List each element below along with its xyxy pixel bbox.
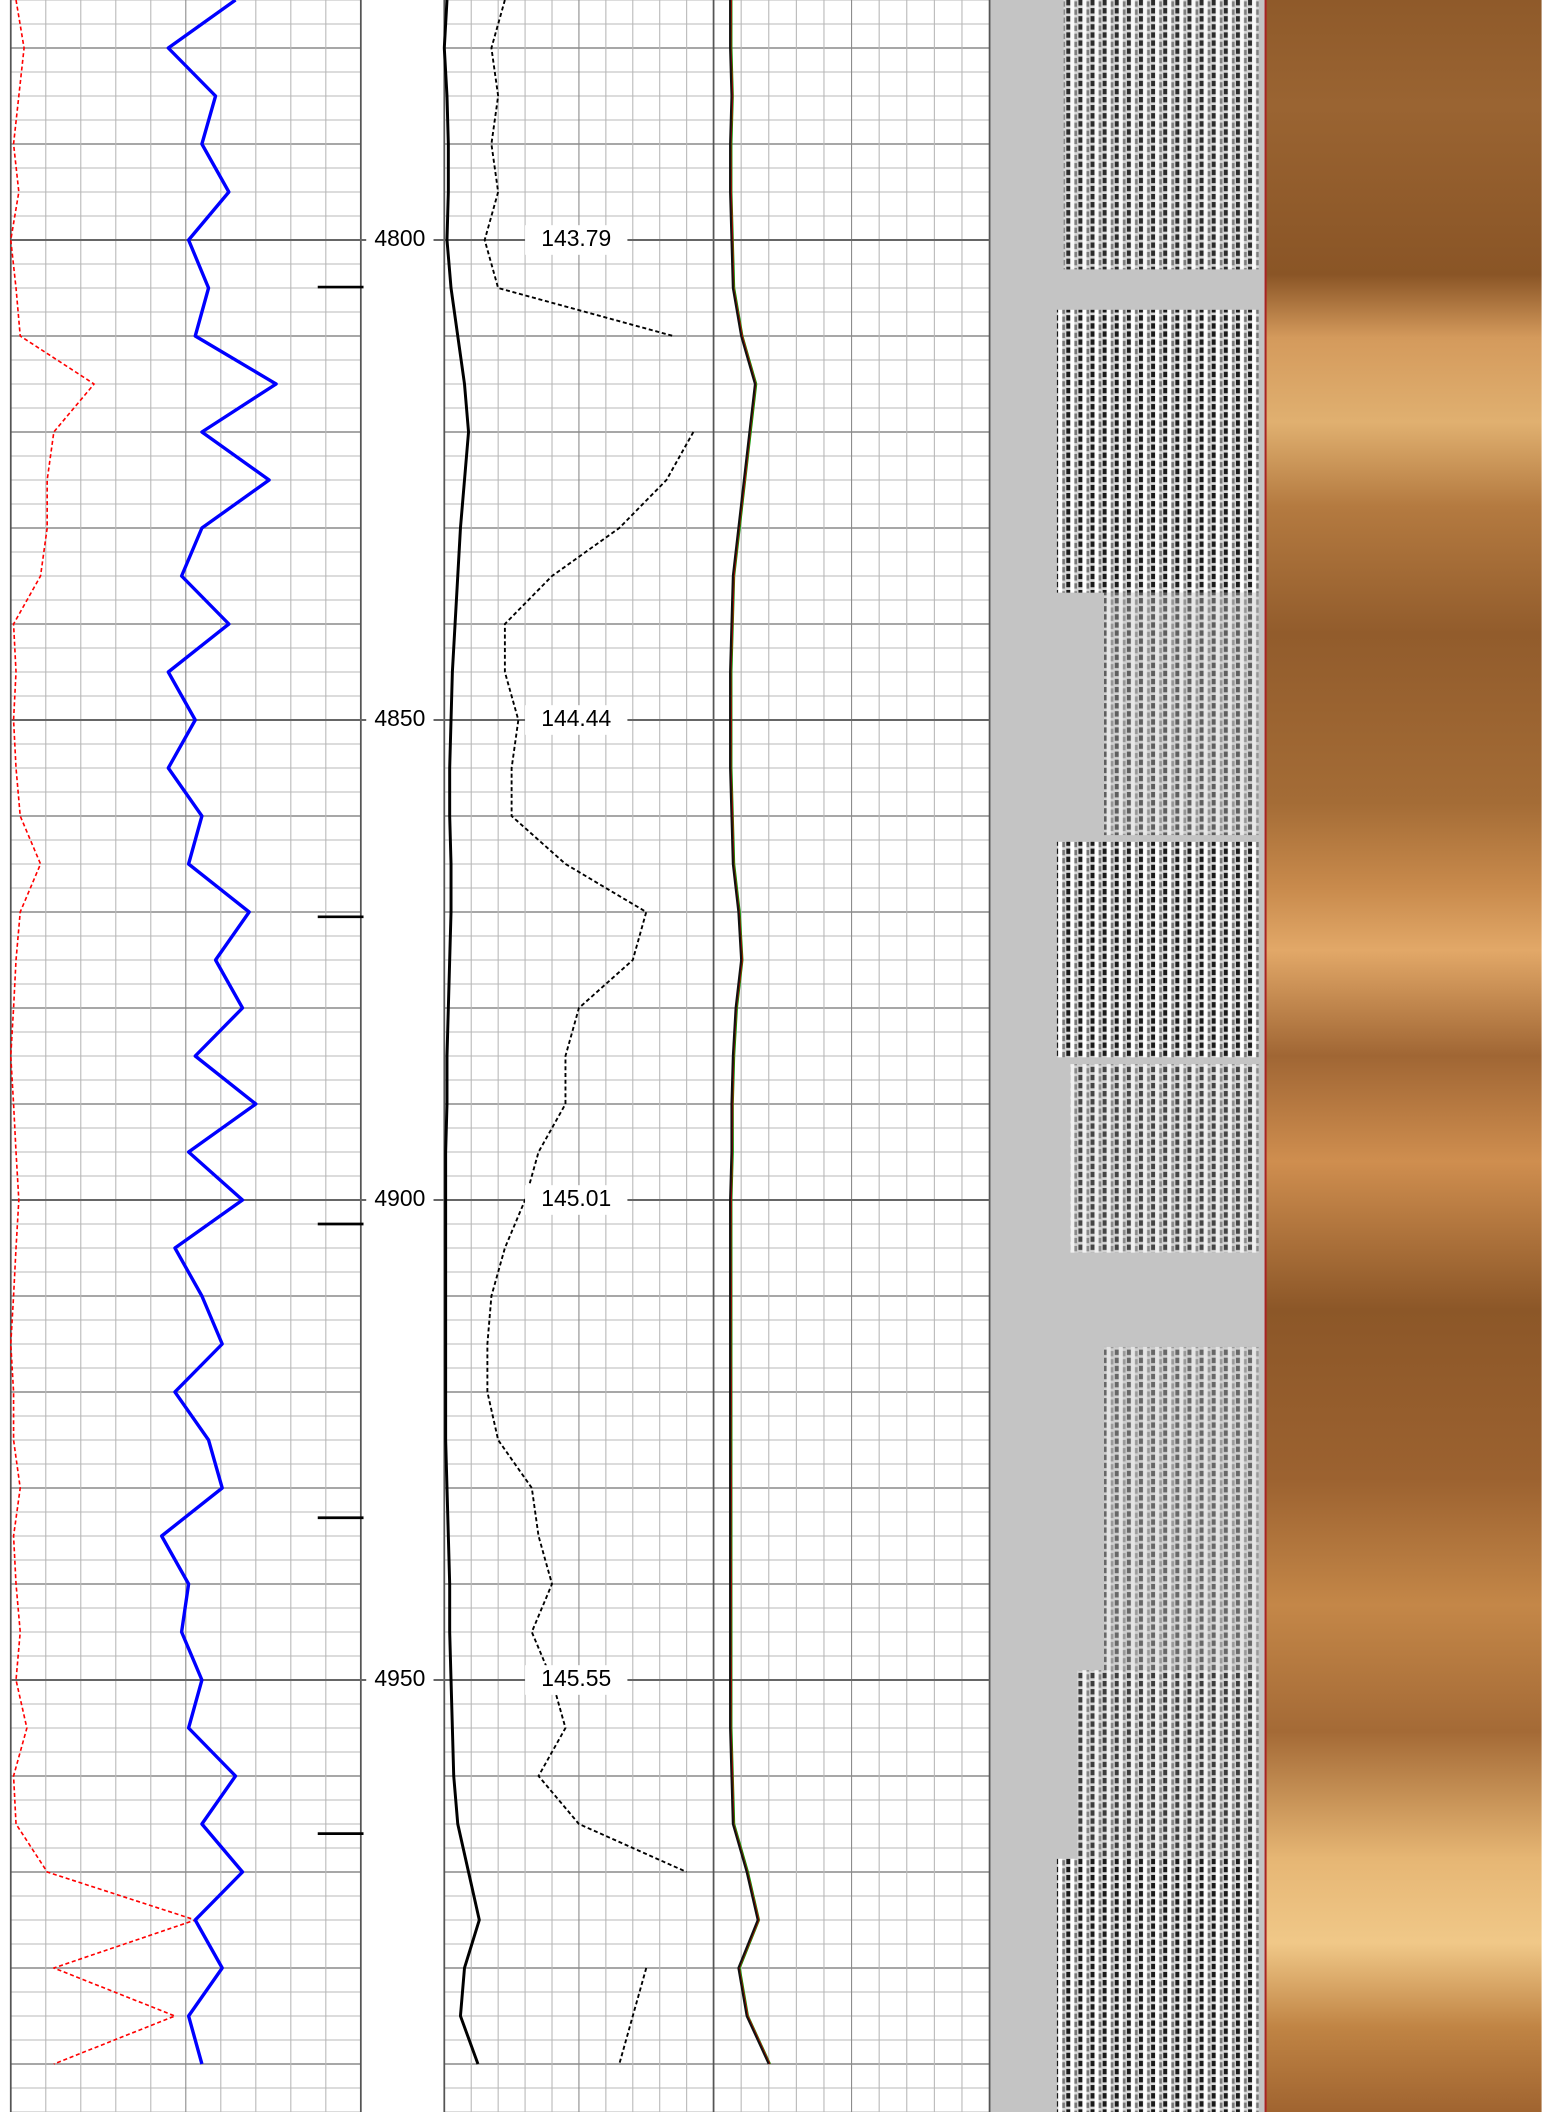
temperature-label-bg [525,1185,628,1215]
temperature-label: 144.44 [541,705,611,731]
waveform-band [1104,592,1259,836]
temperature-label: 143.79 [541,225,611,251]
waveform-band [1070,1064,1259,1253]
curves [9,0,771,2065]
depth-label: 4950 [374,1665,425,1691]
temperature-label-bg [525,1665,628,1695]
waveform-band [1056,841,1259,1058]
temperature-label-bg [525,705,628,735]
depth-label: 4850 [374,705,425,731]
waveform-band [1056,1858,1259,2112]
temperature-label: 145.01 [541,1185,611,1211]
depth-label: 4900 [374,1185,425,1211]
track-backgrounds [989,0,1542,2112]
depth-label-bg [366,225,434,255]
core-image-track [1265,0,1542,2112]
log-curve [729,0,770,2065]
grid [9,0,991,2112]
waveform-band [1104,1346,1259,1671]
waveform-band [1063,0,1259,270]
depth-label-bg [366,705,434,735]
depth-label-bg [366,1185,434,1215]
temperature-label: 145.55 [541,1665,611,1691]
depth-label-bg [366,1665,434,1695]
log-curve [483,0,695,2065]
log-curve [159,0,278,2065]
temperature-label-bg [525,225,628,255]
log-curve [442,0,481,2065]
labels: 4800 143.79 4850 144.44 4900 145.01 4950 145.55 [317,225,628,1835]
waveform-band [1056,309,1259,593]
waveform-band [1077,1670,1259,1859]
log-curve [9,0,197,2065]
depth-label: 4800 [374,225,425,251]
